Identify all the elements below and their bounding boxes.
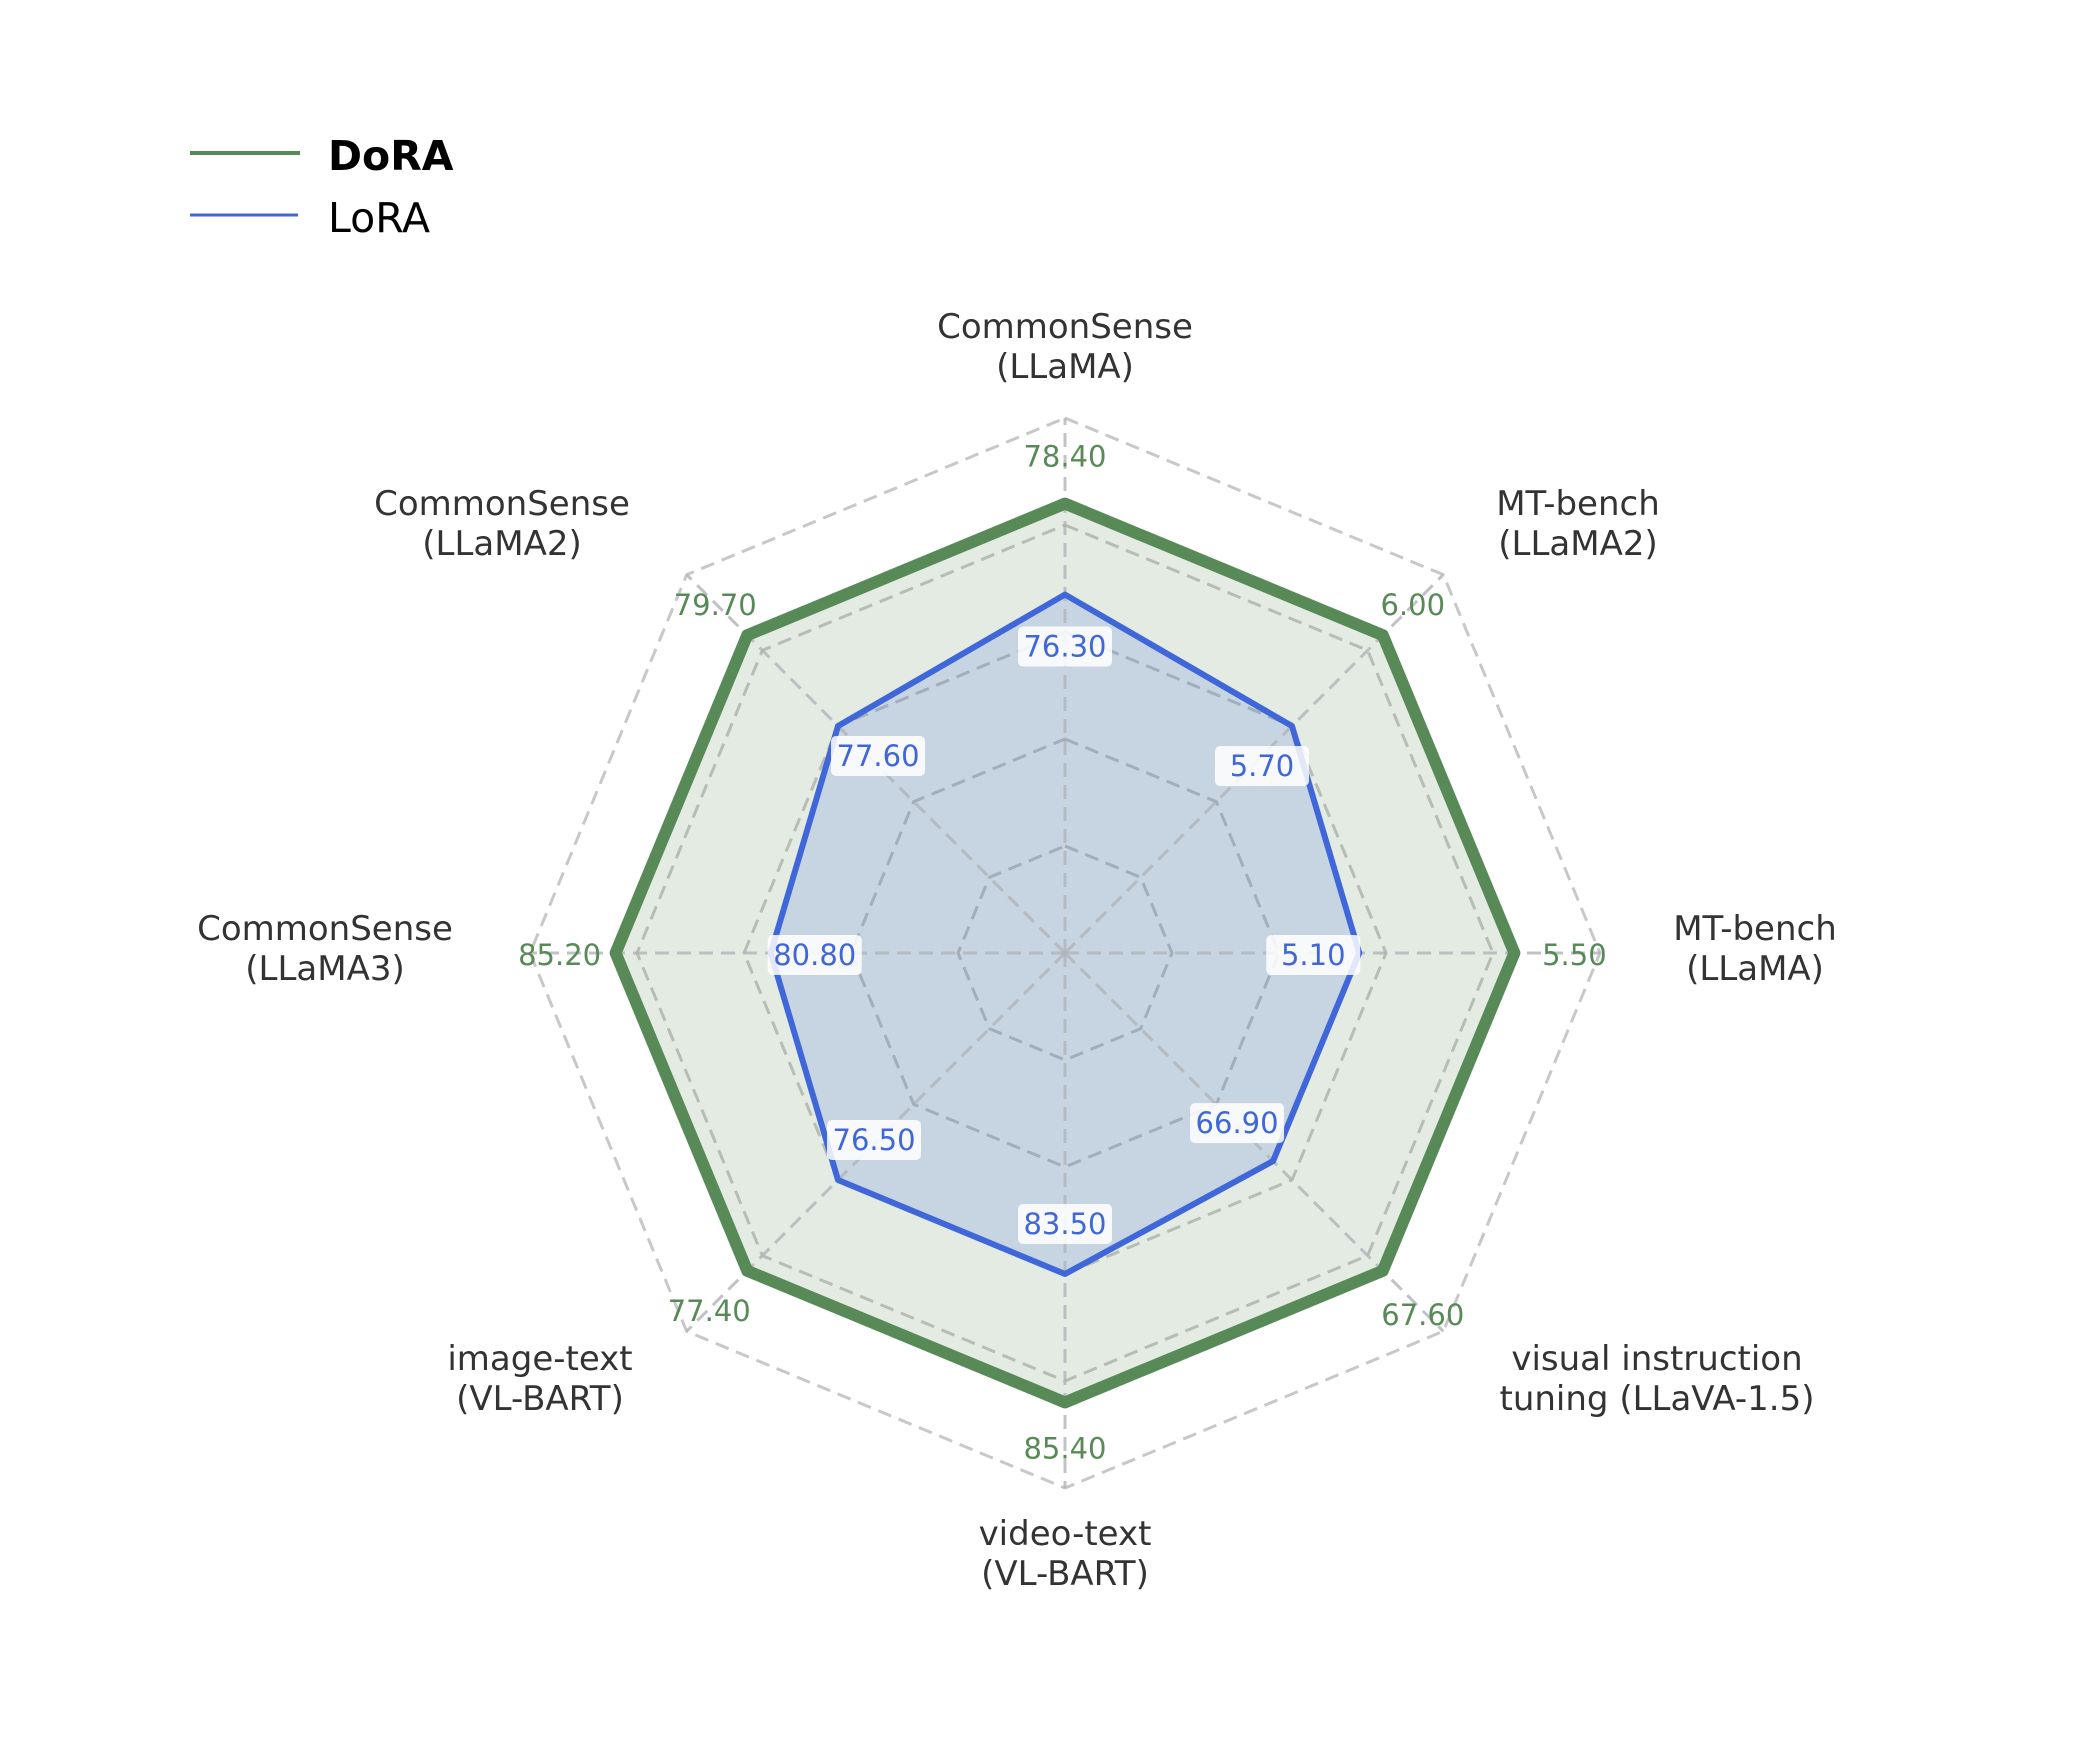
axis-label: CommonSense bbox=[374, 484, 630, 524]
axis-label: tuning (LLaVA-1.5) bbox=[1500, 1379, 1815, 1419]
lora-label-box bbox=[1266, 935, 1361, 975]
axis-label: CommonSense bbox=[197, 909, 453, 949]
lora-label-box bbox=[1018, 1204, 1112, 1244]
axis-label: (LLaMA2) bbox=[422, 524, 581, 564]
legend: DoRA LoRA bbox=[190, 132, 454, 242]
axis-label: (LLaMA) bbox=[996, 347, 1134, 387]
axis-label: (LLaMA2) bbox=[1498, 524, 1657, 564]
dora-value-label: 85.40 bbox=[1023, 1431, 1106, 1465]
lora-value-label: 76.50 bbox=[833, 1123, 916, 1157]
dora-value-label: 78.40 bbox=[1023, 440, 1106, 474]
axis-label: image-text bbox=[447, 1339, 632, 1379]
lora-value-label: 77.60 bbox=[837, 739, 920, 773]
lora-value-label: 83.50 bbox=[1023, 1207, 1106, 1241]
lora-label-box bbox=[767, 935, 862, 975]
grid-ring bbox=[849, 737, 1281, 1169]
axis-label: (VL-BART) bbox=[456, 1379, 624, 1419]
axis-label: (LLaMA) bbox=[1686, 949, 1824, 989]
axis-label: MT-bench bbox=[1496, 484, 1660, 524]
dora-value-label: 67.60 bbox=[1381, 1298, 1464, 1332]
lora-value-label: 5.10 bbox=[1281, 938, 1346, 972]
dora-value-labels: 78.40 6.00 5.50 67.60 85.40 77.40 85.20 79.70 bbox=[518, 440, 1607, 1466]
axis-label: (VL-BART) bbox=[981, 1554, 1149, 1594]
dora-line bbox=[609, 497, 1521, 1409]
grid-ring bbox=[742, 630, 1388, 1276]
axis-label: CommonSense bbox=[937, 307, 1193, 347]
dora-value-label: 6.00 bbox=[1380, 588, 1445, 622]
axis-labels: CommonSense(LLaMA)MT-bench(LLaMA2)MT-ben… bbox=[197, 307, 1837, 1594]
dora-value-label: 85.20 bbox=[518, 938, 601, 972]
lora-label-box bbox=[1018, 626, 1112, 667]
lora-value-labels: 76.30 5.70 5.10 66.90 83.50 76.50 80.80 77.60 bbox=[767, 626, 1361, 1244]
lora-value-label: 80.80 bbox=[773, 938, 856, 972]
lora-label-box bbox=[827, 1119, 922, 1160]
axis-label: video-text bbox=[979, 1514, 1152, 1554]
axis-label: (LLaMA3) bbox=[245, 949, 404, 989]
legend-lora-label: LoRA bbox=[328, 194, 430, 242]
dora-value-label: 79.70 bbox=[674, 588, 757, 622]
dora-value-label: 77.40 bbox=[668, 1294, 751, 1328]
axis-label: visual instruction bbox=[1511, 1339, 1802, 1379]
legend-dora-label: DoRA bbox=[328, 132, 454, 180]
lora-value-label: 5.70 bbox=[1230, 749, 1295, 783]
lora-value-label: 66.90 bbox=[1196, 1106, 1279, 1140]
axis-label: MT-bench bbox=[1673, 909, 1837, 949]
lora-label-box bbox=[831, 736, 926, 777]
lora-value-label: 76.30 bbox=[1023, 630, 1106, 664]
dora-value-label: 5.50 bbox=[1542, 938, 1607, 972]
lora-label-box bbox=[1214, 746, 1309, 787]
lora-line bbox=[767, 591, 1363, 1277]
lora-label-box bbox=[1190, 1103, 1285, 1144]
